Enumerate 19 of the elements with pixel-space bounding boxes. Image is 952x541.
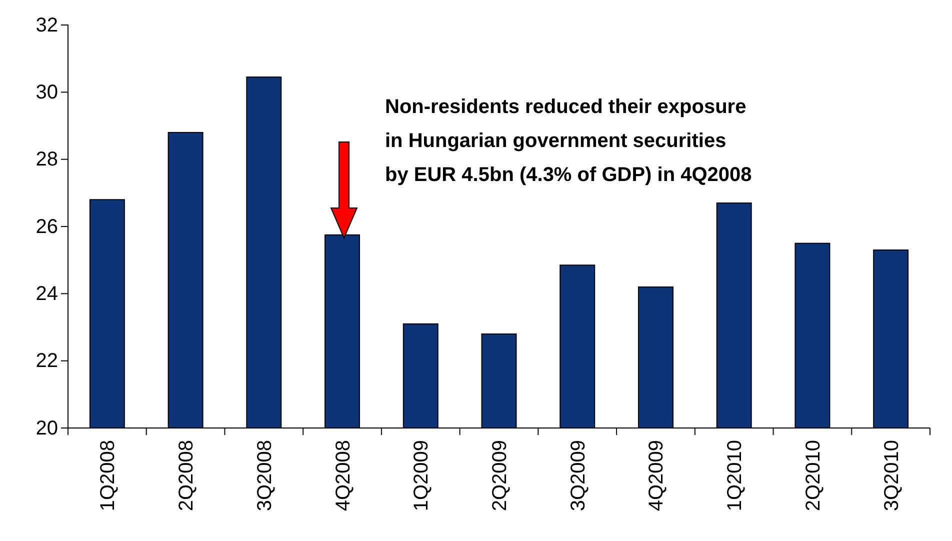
x-tick-label: 1Q2010 <box>724 440 746 512</box>
x-tick-label: 4Q2008 <box>332 440 354 512</box>
x-tick-label: 1Q2009 <box>410 440 433 512</box>
x-tick-label: 3Q2010 <box>880 440 903 512</box>
y-tick-label: 30 <box>36 82 58 104</box>
x-tick-label: 4Q2009 <box>646 440 668 512</box>
y-tick-label: 24 <box>36 283 58 306</box>
x-tick-label: 3Q2009 <box>567 440 590 512</box>
y-tick-label: 28 <box>36 148 58 171</box>
x-tick-label: 1Q2008 <box>97 440 120 512</box>
y-tick-label: 22 <box>36 350 58 372</box>
y-tick-label: 20 <box>36 417 58 440</box>
x-tick-label: 2Q2008 <box>176 440 198 512</box>
y-tick-label: 32 <box>36 14 58 36</box>
y-tick-label: 26 <box>36 216 58 238</box>
x-tick-label: 3Q2008 <box>254 440 276 512</box>
x-tick-label: 2Q2010 <box>802 440 824 512</box>
annotation: Non-residents reduced their exposure in Hungarian government securities by EUR 4.5bn (4.3% of GDP) in 4Q2008 <box>385 96 752 186</box>
x-tick-label: 2Q2009 <box>489 440 511 512</box>
